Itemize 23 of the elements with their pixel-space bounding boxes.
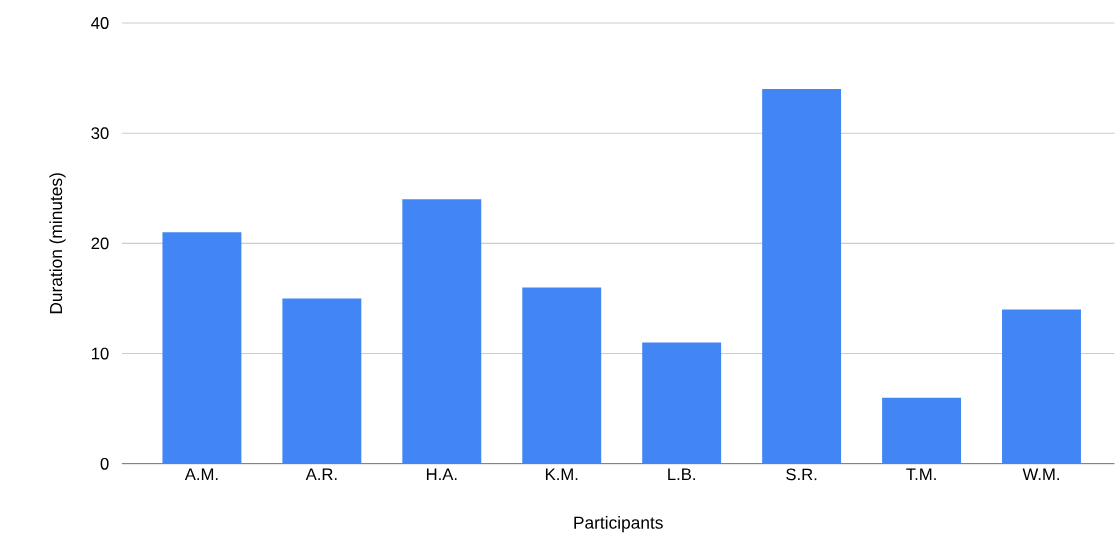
y-tick-label: 20 [91, 237, 109, 250]
bar [402, 199, 482, 464]
y-tick-label: 0 [100, 458, 109, 470]
y-tick-label: 40 [91, 17, 109, 30]
x-tick-label: A.R. [305, 468, 337, 481]
x-tick-label: L.B. [668, 468, 695, 481]
bar [522, 287, 602, 464]
y-axis-title: Duration (minutes) [49, 173, 66, 314]
y-tick-label: 30 [91, 127, 109, 140]
y-tick-label: 10 [91, 347, 109, 360]
bar [882, 397, 962, 464]
bar [642, 342, 722, 464]
x-tick-label: A.M. [184, 468, 218, 481]
bar [762, 89, 842, 464]
bar [282, 298, 362, 464]
x-tick-label: K.M. [545, 468, 578, 481]
x-tick-label: T.M. [906, 468, 936, 481]
bar [162, 232, 242, 464]
x-tick-label: H.A. [426, 468, 457, 481]
x-tick-label: W.M. [1022, 468, 1059, 481]
x-axis-title: Participants [574, 516, 663, 533]
x-tick-label: S.R. [786, 468, 817, 481]
bar [1002, 309, 1081, 464]
